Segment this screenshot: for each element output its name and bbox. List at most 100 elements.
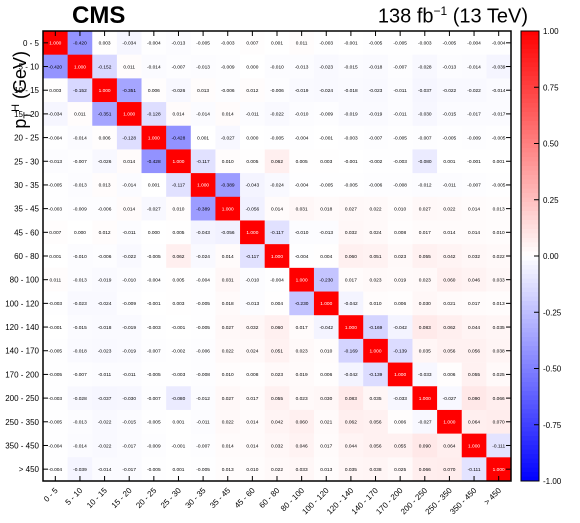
cell-value-label: 0.055 xyxy=(468,372,480,378)
heatmap-cell xyxy=(215,457,241,482)
heatmap-cell xyxy=(338,78,364,103)
heatmap-cell xyxy=(338,315,364,340)
cell-value-label: -0.010 xyxy=(295,230,309,236)
y-tick-label: 25 - 30 xyxy=(14,157,39,166)
colorbar-segment xyxy=(521,242,539,248)
colorbar-segment xyxy=(521,193,539,198)
cell-value-label: 0.000 xyxy=(246,135,258,141)
cell-value-label: 0.023 xyxy=(271,372,283,378)
cell-value-label: -0.019 xyxy=(122,325,136,331)
cell-value-label: -0.006 xyxy=(98,206,112,212)
cell-value-label: 0.021 xyxy=(443,301,455,307)
heatmap-cell xyxy=(166,244,192,269)
cell-value-label: -0.001 xyxy=(467,159,481,165)
cell-value-label: 0.032 xyxy=(345,230,357,236)
cell-value-label: 0.011 xyxy=(74,112,86,118)
heatmap-cell xyxy=(215,54,241,79)
cell-value-label: 0.013 xyxy=(320,467,332,473)
cell-value-label: 0.038 xyxy=(493,349,505,355)
heatmap-cell xyxy=(67,409,93,434)
x-tick-label: 20 - 25 xyxy=(134,486,158,510)
cell-value-label: 0.066 xyxy=(419,467,431,473)
colorbar-segment xyxy=(521,170,539,176)
colorbar-segment xyxy=(521,157,539,162)
heatmap-cell xyxy=(486,338,512,363)
cell-value-label: 0.001 xyxy=(172,467,184,473)
cell-value-label: 0.010 xyxy=(172,206,184,212)
colorbar-segment xyxy=(521,166,539,171)
heatmap-cell xyxy=(92,338,118,363)
heatmap-cell xyxy=(264,78,290,103)
heatmap-cell xyxy=(338,267,364,292)
heatmap-cell xyxy=(264,173,290,198)
cell-value-label: -0.014 xyxy=(73,135,87,141)
colorbar-segment xyxy=(521,346,539,351)
cell-value-label: -0.027 xyxy=(418,420,432,426)
colorbar-segment xyxy=(521,188,539,194)
cell-value-label: 1.000 xyxy=(197,183,209,189)
heatmap-cell xyxy=(387,54,413,79)
cell-value-label: -0.003 xyxy=(172,372,186,378)
cell-value-label: -0.013 xyxy=(196,64,210,70)
heatmap-cell xyxy=(461,78,487,103)
cell-value-label: -0.139 xyxy=(393,349,407,355)
heatmap-cell xyxy=(437,220,463,245)
colorbar-segment xyxy=(521,139,539,144)
cell-value-label: 0.013 xyxy=(197,88,209,94)
heatmap-cell xyxy=(166,409,192,434)
heatmap-cell xyxy=(240,362,265,387)
cell-value-label: -0.007 xyxy=(196,443,210,449)
cell-value-label: -0.030 xyxy=(418,112,432,118)
cell-value-label: 0.012 xyxy=(246,88,258,94)
heatmap-cell xyxy=(240,149,265,174)
cell-value-label: -0.004 xyxy=(49,443,63,449)
heatmap-cell xyxy=(43,457,68,482)
cell-value-label: -0.111 xyxy=(468,467,481,473)
heatmap-cell xyxy=(43,31,68,55)
cell-value-label: -0.005 xyxy=(393,41,407,47)
cell-value-label: -0.014 xyxy=(147,64,161,70)
cell-value-label: -0.005 xyxy=(196,467,210,473)
cell-value-label: -0.007 xyxy=(73,372,87,378)
cell-value-label: -0.014 xyxy=(122,183,136,189)
cell-value-label: -0.080 xyxy=(418,159,432,165)
cell-value-label: -0.004 xyxy=(295,183,309,189)
heatmap-cell xyxy=(486,362,512,387)
heatmap-cell xyxy=(363,362,389,387)
heatmap-cell xyxy=(166,433,192,458)
cell-value-label: -0.019 xyxy=(344,112,358,118)
cell-value-label: -0.011 xyxy=(196,420,210,426)
colorbar-segment xyxy=(521,80,539,86)
cell-value-label: -0.117 xyxy=(196,159,210,165)
heatmap-cell xyxy=(338,338,364,363)
cell-value-label: -0.019 xyxy=(122,349,136,355)
heatmap-cell xyxy=(141,173,167,198)
heatmap-cell xyxy=(387,173,413,198)
colorbar-segment xyxy=(521,202,539,207)
heatmap-cell xyxy=(412,409,438,434)
cell-value-label: -0.023 xyxy=(98,349,112,355)
heatmap-cell xyxy=(43,362,68,387)
cell-value-label: 0.010 xyxy=(222,372,234,378)
heatmap-cell xyxy=(412,220,438,245)
colorbar-segment xyxy=(521,377,539,383)
cell-value-label: -0.005 xyxy=(49,372,63,378)
heatmap-cell xyxy=(264,291,290,316)
cell-value-label: 0.005 xyxy=(246,159,258,165)
cell-value-label: 0.003 xyxy=(172,301,184,307)
cell-value-label: 0.010 xyxy=(320,349,332,355)
cell-value-label: 0.014 xyxy=(222,443,234,449)
heatmap-cell xyxy=(215,338,241,363)
heatmap-cell xyxy=(363,54,389,79)
heatmap-cell xyxy=(92,78,118,103)
heatmap-cell xyxy=(166,196,192,221)
cell-value-label: -0.014 xyxy=(98,467,112,473)
heatmap-cell xyxy=(67,457,93,482)
heatmap-cell xyxy=(437,457,463,482)
heatmap-cell xyxy=(166,125,192,150)
cell-value-label: 0.014 xyxy=(246,443,258,449)
cell-value-label: 1.000 xyxy=(148,135,160,141)
colorbar-segment xyxy=(521,49,539,54)
cell-value-label: -0.117 xyxy=(270,230,284,236)
heatmap-cell xyxy=(264,102,290,127)
